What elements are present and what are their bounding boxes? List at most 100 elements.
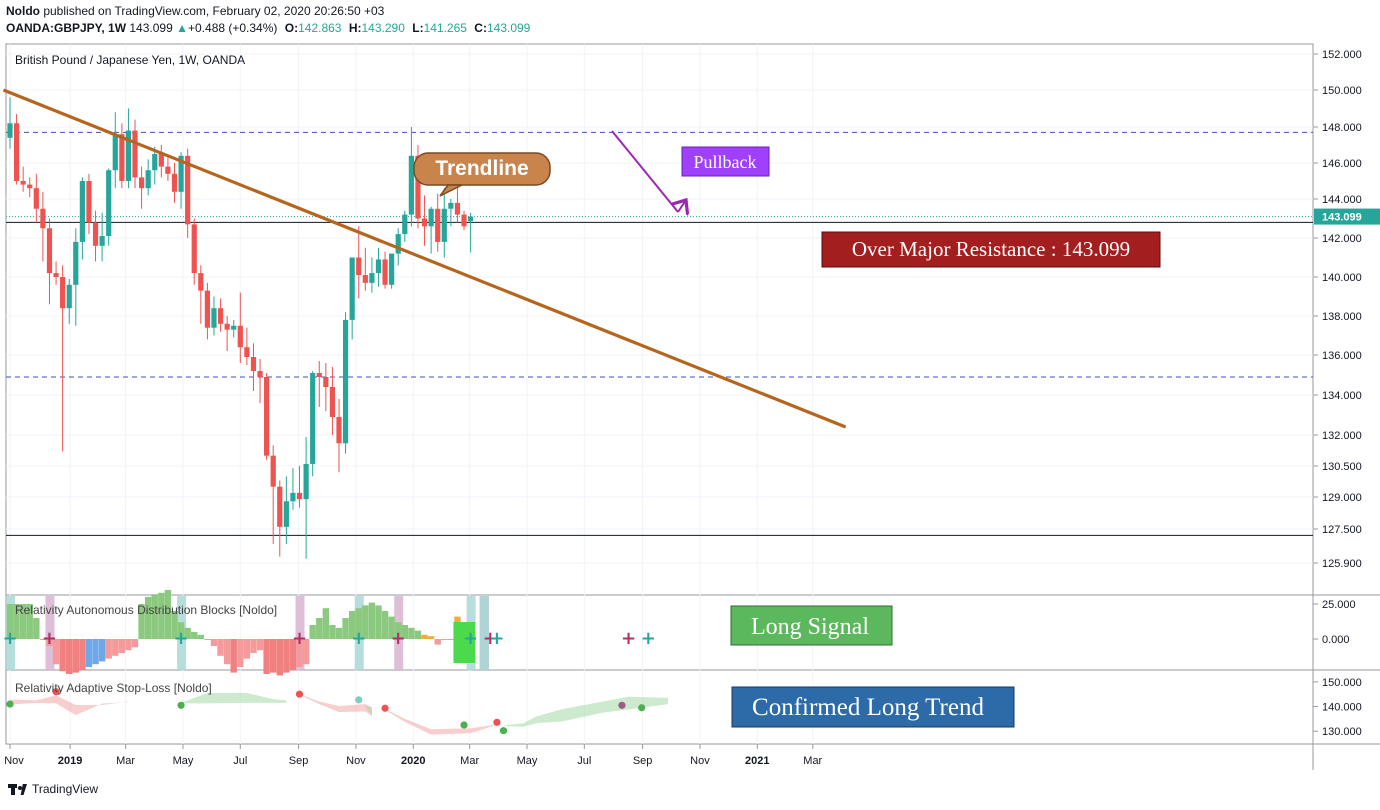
radb-bar [243, 639, 251, 659]
candle-body [454, 202, 461, 215]
time-tick-label: Nov [4, 755, 24, 767]
pullback-annotation[interactable]: Pullback [611, 130, 770, 212]
radb-title: Relativity Autonomous Distribution Block… [15, 603, 277, 617]
radb-bar [98, 639, 106, 662]
low-value: 141.265 [423, 21, 467, 35]
radb-bar [355, 608, 362, 639]
rasl-band [10, 695, 129, 716]
radb-bar [270, 639, 277, 673]
candle-body [441, 208, 447, 242]
radb-bar [427, 636, 435, 639]
candle-body [283, 501, 289, 527]
radb-bar [217, 639, 224, 656]
time-tick-label: Mar [803, 755, 822, 767]
trendline-callout[interactable]: Trendline [413, 152, 551, 197]
radb-bar [33, 618, 40, 639]
trendline-layer[interactable] [2, 88, 847, 429]
high-label: H: [348, 21, 362, 35]
candle-body [323, 377, 329, 387]
price-tick-label: 142.000 [1322, 233, 1362, 245]
candle-body [145, 170, 151, 189]
long-signal-text: Long Signal [751, 614, 869, 640]
candle-body [217, 308, 224, 324]
radb-bar [118, 639, 126, 653]
radb-bar [447, 639, 455, 640]
time-tick-label: 2019 [58, 755, 82, 767]
candle-body [316, 373, 322, 377]
radb-bar [335, 627, 343, 639]
radb-plus-marker: + [292, 628, 307, 649]
radb-bar [322, 608, 330, 639]
radb-plus-marker: + [351, 628, 366, 649]
rasl-tick-label: 140.000 [1322, 702, 1362, 714]
radb-bar [138, 604, 145, 639]
radb-bar [362, 605, 369, 639]
candle-body [191, 224, 197, 274]
trendline-callout-tail [439, 184, 463, 197]
rasl-dot [6, 700, 14, 708]
tradingview-logo-icon [8, 782, 28, 796]
candle-body [112, 134, 118, 171]
price-tick-label: 148.000 [1322, 122, 1362, 134]
candle-body [20, 181, 26, 185]
rasl-dot [499, 727, 508, 735]
radb-bar [250, 639, 257, 653]
time-tick-label: Sep [289, 755, 309, 767]
radb-bar [19, 604, 27, 639]
candle-body [178, 155, 184, 192]
time-tick-label: Mar [460, 755, 479, 767]
price-tick-label: 150.000 [1322, 85, 1362, 97]
radb-tick-label: 0.000 [1322, 634, 1350, 646]
close-label: C: [474, 21, 487, 35]
candle-body [362, 275, 368, 283]
radb-bar [421, 634, 428, 639]
candle-body [60, 277, 66, 309]
resistance-annotation[interactable]: Over Major Resistance : 143.099 [821, 231, 1161, 268]
time-tick-label: Mar [116, 755, 135, 767]
radb-bar [144, 597, 152, 639]
candle-body [428, 208, 434, 227]
radb-bar [125, 639, 132, 651]
radb-bar [52, 639, 60, 665]
radb-bar [401, 625, 408, 639]
radb-plus-marker: + [391, 628, 406, 649]
rasl-band [299, 694, 372, 716]
pullback-text: Pullback [694, 152, 757, 172]
candle-body [329, 387, 336, 417]
radb-plus-marker: + [42, 628, 57, 649]
symbol-label: OANDA:GBPJPY, 1W [6, 21, 127, 35]
radb-bar [204, 639, 211, 640]
candle-body [66, 284, 72, 309]
radb-bar [237, 639, 244, 667]
long-signal-annotation[interactable]: Long Signal [730, 605, 893, 646]
candle-body [461, 214, 467, 227]
rasl-dot [493, 718, 501, 726]
ohlc-header: OANDA:GBPJPY, 1W 143.099 ▲+0.488 (+0.34%… [6, 21, 530, 35]
candle-body [342, 319, 349, 444]
price-tick-label: 130.500 [1322, 461, 1362, 473]
high-value: 143.290 [361, 21, 405, 35]
radb-plus-marker: + [483, 628, 498, 649]
candle-body [119, 134, 125, 181]
radb-bar [309, 625, 316, 639]
candle-body [139, 177, 145, 189]
candle-body [132, 130, 138, 178]
horizontal-lines [6, 131, 1313, 536]
trendline[interactable] [2, 88, 847, 429]
price-change: +0.488 (+0.34%) [188, 21, 278, 35]
close-value: 143.099 [486, 21, 531, 35]
radb-bar [348, 611, 356, 639]
radb-bar [72, 639, 79, 673]
radb-bar [283, 639, 290, 673]
radb-bar [39, 639, 47, 640]
candle-body [408, 155, 414, 215]
candle-body [375, 259, 382, 274]
publish-text: published on TradingView.com, February 0… [40, 4, 385, 18]
confirmed-trend-annotation[interactable]: Confirmed Long Trend [731, 686, 1015, 728]
radb-bar [184, 627, 191, 639]
low-label: L: [412, 21, 424, 35]
radb-bar [105, 639, 112, 659]
candle-body [204, 290, 210, 328]
publish-info: Noldo published on TradingView.com, Febr… [6, 4, 384, 18]
